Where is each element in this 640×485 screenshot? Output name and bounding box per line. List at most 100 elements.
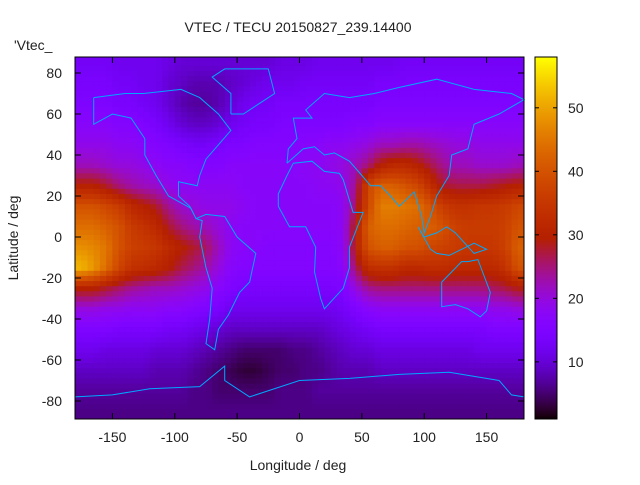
heatmap-cell	[499, 81, 506, 87]
heatmap-cell	[75, 316, 82, 323]
heatmap-cell	[386, 352, 394, 359]
heatmap-cell	[87, 173, 95, 179]
heatmap-cell	[355, 342, 363, 349]
heatmap-cell	[380, 383, 388, 390]
heatmap-cell	[193, 57, 201, 62]
heatmap-cell	[461, 76, 469, 82]
heatmap-cell	[156, 127, 163, 133]
heatmap-cell	[424, 57, 431, 62]
heatmap-cell	[224, 255, 232, 261]
heatmap-cell	[380, 337, 388, 343]
heatmap-cell	[492, 388, 500, 395]
heatmap-cell	[199, 332, 207, 338]
heatmap-cell	[149, 152, 157, 159]
heatmap-cell	[436, 378, 444, 384]
heatmap-cell	[442, 398, 450, 405]
heatmap-cell	[299, 173, 307, 179]
heatmap-cell	[274, 409, 282, 415]
heatmap-cell	[118, 188, 126, 195]
heatmap-cell	[187, 178, 194, 185]
heatmap-cell	[424, 404, 431, 410]
heatmap-cell	[355, 112, 363, 118]
heatmap-cell	[467, 152, 475, 159]
heatmap-cell	[124, 342, 132, 349]
heatmap-cell	[112, 306, 120, 313]
heatmap-cell	[99, 301, 107, 308]
heatmap-cell	[218, 163, 226, 169]
heatmap-cell	[131, 414, 138, 420]
heatmap-cell	[174, 147, 182, 154]
heatmap-cell	[75, 65, 82, 72]
heatmap-cell	[143, 86, 151, 92]
heatmap-cell	[505, 106, 512, 113]
heatmap-cell	[81, 332, 88, 338]
heatmap-cell	[330, 296, 338, 302]
heatmap-cell	[505, 322, 512, 328]
heatmap-cell	[336, 209, 344, 215]
heatmap-cell	[474, 152, 481, 159]
heatmap-cell	[187, 163, 194, 169]
heatmap-cell	[99, 306, 107, 313]
heatmap-cell	[368, 214, 375, 220]
heatmap-cell	[131, 86, 138, 92]
heatmap-cell	[449, 255, 456, 261]
heatmap-cell	[318, 301, 325, 308]
heatmap-cell	[386, 409, 394, 415]
heatmap-cell	[81, 414, 88, 420]
heatmap-cell	[75, 404, 82, 410]
heatmap-cell	[424, 214, 431, 220]
heatmap-cell	[324, 209, 332, 215]
heatmap-cell	[162, 178, 169, 185]
heatmap-cell	[174, 352, 182, 359]
heatmap-cell	[224, 91, 232, 98]
heatmap-cell	[405, 71, 413, 77]
heatmap-cell	[343, 311, 350, 318]
heatmap-cell	[218, 291, 226, 297]
heatmap-cell	[430, 383, 438, 390]
heatmap-cell	[386, 414, 394, 420]
heatmap-cell	[424, 65, 431, 72]
heatmap-cell	[305, 152, 313, 159]
heatmap-cell	[355, 347, 363, 354]
heatmap-cell	[318, 383, 325, 390]
heatmap-cell	[212, 81, 219, 87]
heatmap-cell	[293, 383, 300, 390]
heatmap-cell	[393, 117, 400, 123]
heatmap-cell	[374, 96, 381, 103]
heatmap-cell	[355, 132, 363, 138]
heatmap-cell	[87, 204, 95, 210]
heatmap-cell	[243, 219, 251, 226]
heatmap-cell	[312, 240, 319, 246]
heatmap-cell	[168, 234, 176, 241]
heatmap-cell	[112, 245, 120, 251]
heatmap-cell	[118, 409, 126, 415]
heatmap-cell	[181, 193, 188, 200]
heatmap-cell	[131, 142, 138, 149]
heatmap-cell	[112, 357, 120, 364]
heatmap-cell	[511, 137, 519, 144]
heatmap-cell	[449, 393, 456, 400]
heatmap-cell	[93, 199, 101, 205]
heatmap-cell	[268, 117, 275, 123]
heatmap-cell	[149, 209, 157, 215]
heatmap-cell	[467, 409, 475, 415]
heatmap-cell	[324, 117, 332, 123]
heatmap-cell	[156, 132, 163, 138]
heatmap-cell	[449, 414, 456, 420]
heatmap-cell	[492, 168, 500, 174]
heatmap-cell	[218, 393, 226, 400]
heatmap-cell	[299, 147, 307, 154]
heatmap-cell	[411, 71, 419, 77]
heatmap-cell	[199, 383, 207, 390]
heatmap-cell	[380, 388, 388, 395]
heatmap-cell	[349, 142, 357, 149]
heatmap-cell	[162, 86, 169, 92]
heatmap-cell	[187, 332, 194, 338]
heatmap-cell	[93, 147, 101, 154]
heatmap-cell	[355, 393, 363, 400]
heatmap-cell	[268, 245, 275, 251]
heatmap-cell	[87, 301, 95, 308]
heatmap-cell	[380, 65, 388, 72]
heatmap-cell	[187, 414, 194, 420]
heatmap-cell	[343, 291, 350, 297]
